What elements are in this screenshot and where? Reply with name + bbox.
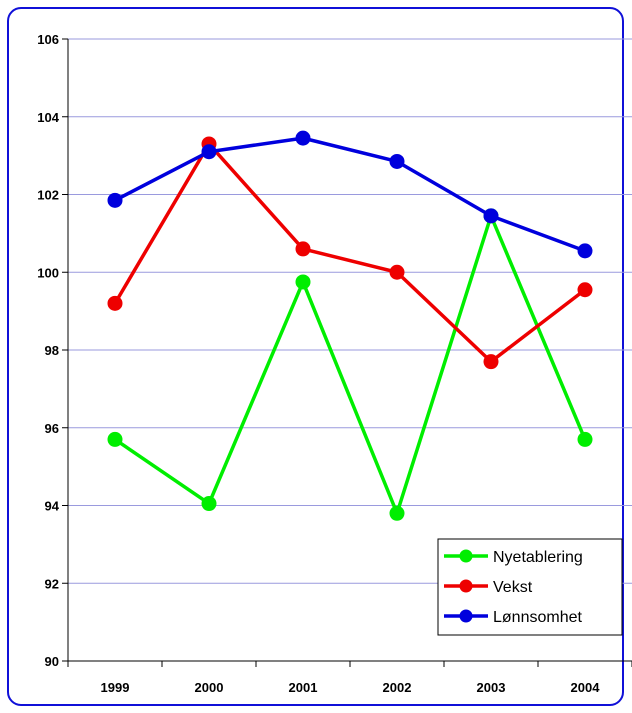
y-tick-label: 96 bbox=[45, 421, 59, 436]
legend-swatch-marker bbox=[459, 579, 473, 593]
y-tick-label: 104 bbox=[37, 110, 59, 125]
legend-label: Lønnsomhet bbox=[493, 609, 582, 626]
y-tick-label: 98 bbox=[45, 343, 59, 358]
legend-label: Nyetablering bbox=[493, 549, 583, 566]
series-line bbox=[113, 142, 587, 364]
data-point-1999 bbox=[107, 431, 123, 447]
data-point-2002 bbox=[389, 505, 405, 521]
x-tick-label-2003: 2003 bbox=[477, 680, 506, 695]
axes: 90 92 94 96 98 100 102 104 106 1999 2000 2001 2002 20… bbox=[37, 32, 632, 695]
legend-label: Vekst bbox=[493, 579, 533, 596]
legend-item-lønnsomhet: Lønnsomhet bbox=[444, 609, 582, 626]
data-point-2003 bbox=[483, 208, 499, 224]
x-tick-label-2001: 2001 bbox=[289, 680, 318, 695]
gridlines bbox=[68, 38, 632, 584]
data-point-2000 bbox=[201, 496, 217, 512]
data-point-2003 bbox=[483, 354, 499, 370]
series-vekst bbox=[107, 136, 593, 370]
data-point-2000 bbox=[201, 144, 217, 160]
x-tick-label-2002: 2002 bbox=[383, 680, 412, 695]
y-tick-label: 92 bbox=[45, 576, 59, 591]
data-point-2002 bbox=[389, 153, 405, 169]
x-tick-label-2004: 2004 bbox=[571, 680, 601, 695]
legend-item-vekst: Vekst bbox=[444, 579, 533, 596]
data-point-1999 bbox=[107, 192, 123, 208]
legend-swatch-marker bbox=[459, 609, 473, 623]
data-point-2001 bbox=[295, 130, 311, 146]
legend-swatch-marker bbox=[459, 549, 473, 563]
series-layer bbox=[107, 130, 593, 521]
series-nyetablering bbox=[107, 208, 593, 521]
y-tick-label: 90 bbox=[45, 654, 59, 669]
x-tick-label-1999: 1999 bbox=[101, 680, 130, 695]
legend-item-nyetablering: Nyetablering bbox=[444, 549, 583, 566]
legend: Nyetablering Vekst Lønnsomhet bbox=[437, 538, 623, 636]
y-tick-label: 94 bbox=[45, 499, 60, 514]
series-line bbox=[114, 136, 586, 253]
data-point-2002 bbox=[389, 264, 405, 280]
x-tick-label-2000: 2000 bbox=[195, 680, 224, 695]
data-point-2001 bbox=[295, 274, 311, 290]
series-lønnsomhet bbox=[107, 130, 593, 259]
data-point-1999 bbox=[107, 295, 123, 311]
series-line bbox=[114, 214, 587, 516]
y-tick-label: 106 bbox=[37, 32, 59, 47]
data-point-2004 bbox=[577, 431, 593, 447]
data-point-2004 bbox=[577, 282, 593, 298]
data-point-2001 bbox=[295, 241, 311, 257]
y-tick-label: 100 bbox=[37, 265, 59, 280]
y-tick-label: 102 bbox=[37, 188, 59, 203]
data-point-2004 bbox=[577, 243, 593, 259]
